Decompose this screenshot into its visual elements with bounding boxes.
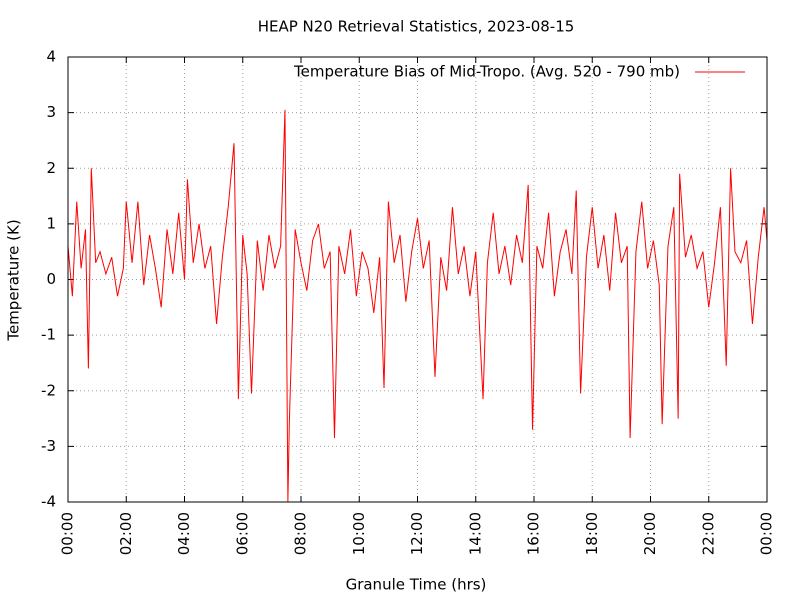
- legend-label: Temperature Bias of Mid-Tropo. (Avg. 520…: [293, 63, 680, 81]
- y-tick-label: -4: [41, 493, 56, 511]
- data-line: [67, 109, 768, 503]
- y-tick-label: 2: [46, 159, 56, 177]
- x-tick-label: 08:00: [292, 512, 310, 555]
- x-tick-label: 04:00: [175, 512, 193, 555]
- y-tick-label: 1: [46, 214, 56, 232]
- x-tick-label: 00:00: [758, 512, 776, 555]
- x-axis-label: Granule Time (hrs): [346, 576, 487, 594]
- x-tick-label: 22:00: [699, 512, 717, 555]
- x-tick-label: 14:00: [466, 512, 484, 555]
- x-tick-label: 16:00: [525, 512, 543, 555]
- x-tick-label: 06:00: [233, 512, 251, 555]
- y-tick-label: 0: [46, 270, 56, 288]
- x-tick-label: 20:00: [641, 512, 659, 555]
- x-tick-label: 02:00: [117, 512, 135, 555]
- x-tick-label: 00:00: [59, 512, 77, 555]
- y-tick-label: -2: [41, 381, 56, 399]
- x-tick-label: 12:00: [408, 512, 426, 555]
- y-axis-label: Temperature (K): [5, 219, 23, 341]
- y-tick-label: 4: [46, 48, 56, 66]
- x-tick-label: 10:00: [350, 512, 368, 555]
- y-tick-label: 3: [46, 103, 56, 121]
- y-tick-label: -1: [41, 326, 56, 344]
- chart-title: HEAP N20 Retrieval Statistics, 2023-08-1…: [258, 18, 575, 36]
- y-tick-label: -3: [41, 437, 56, 455]
- plot-frame: [67, 56, 768, 503]
- x-tick-label: 18:00: [583, 512, 601, 555]
